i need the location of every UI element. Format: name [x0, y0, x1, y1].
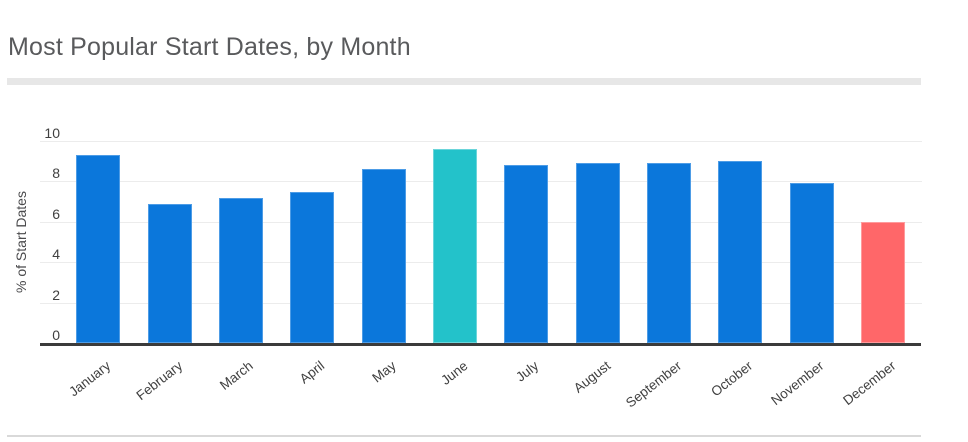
- gridline: [40, 181, 922, 183]
- y-tick-label: 10: [44, 125, 60, 141]
- chart-title: Most Popular Start Dates, by Month: [8, 33, 411, 61]
- bar-june[interactable]: [432, 149, 477, 343]
- y-tick-label: 6: [52, 205, 60, 222]
- x-tick-label: November: [768, 358, 827, 409]
- gridline: [40, 262, 922, 264]
- x-tick-label: January: [66, 358, 114, 400]
- y-tick-label: 2: [52, 286, 60, 303]
- gridline: [40, 141, 922, 142]
- bar-july[interactable]: [504, 165, 549, 343]
- x-tick-label: September: [622, 358, 685, 411]
- x-tick-label: April: [296, 358, 328, 387]
- y-axis-title-text: % of Start Dates: [13, 191, 29, 293]
- x-axis-line: [40, 343, 921, 346]
- bar-february[interactable]: [147, 203, 192, 343]
- bar-december[interactable]: [860, 221, 905, 343]
- bar-march[interactable]: [218, 197, 263, 343]
- bar-january[interactable]: [76, 155, 121, 343]
- x-tick-label: December: [839, 358, 899, 409]
- title-divider: [7, 78, 921, 85]
- bar-april[interactable]: [290, 191, 335, 343]
- x-tick-label: June: [437, 358, 471, 388]
- y-tick-label: 4: [52, 246, 60, 263]
- gridline: [40, 302, 922, 304]
- bottom-divider: [7, 435, 921, 437]
- gridline: [40, 221, 922, 223]
- bar-may[interactable]: [361, 169, 406, 343]
- bar-august[interactable]: [575, 163, 620, 343]
- bar-november[interactable]: [789, 183, 834, 343]
- x-tick-label: February: [133, 358, 185, 404]
- bar-september[interactable]: [646, 163, 691, 343]
- x-tick-label: July: [513, 358, 542, 385]
- y-axis-title: % of Start Dates: [10, 141, 32, 343]
- x-tick-label: May: [369, 358, 399, 386]
- x-tick-label: October: [708, 358, 756, 400]
- x-tick-label: March: [217, 358, 257, 393]
- y-tick-label: 0: [52, 327, 60, 343]
- y-tick-label: 8: [52, 165, 60, 182]
- x-tick-label: August: [570, 358, 613, 396]
- bar-october[interactable]: [718, 161, 763, 343]
